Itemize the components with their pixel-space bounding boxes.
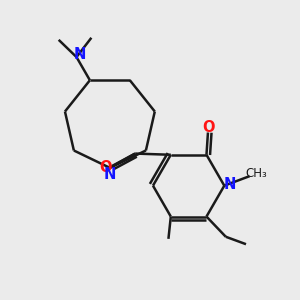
- Text: N: N: [73, 47, 86, 62]
- Text: N: N: [104, 167, 116, 182]
- Text: N: N: [224, 177, 236, 192]
- Text: O: O: [202, 120, 215, 135]
- Text: O: O: [99, 160, 112, 175]
- Text: CH₃: CH₃: [245, 167, 267, 180]
